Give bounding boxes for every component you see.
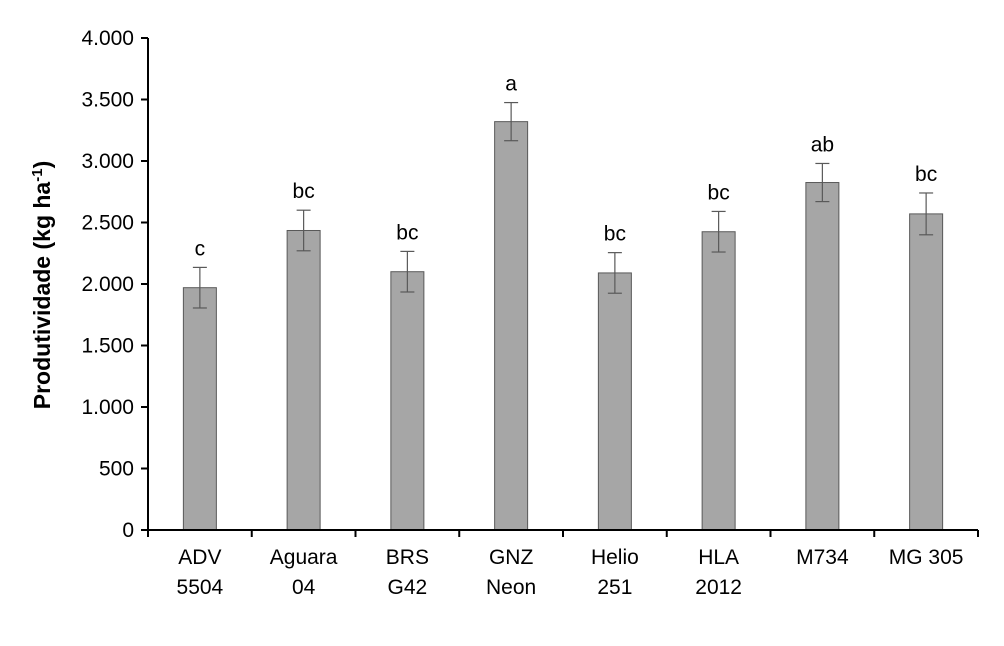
bar bbox=[805, 182, 840, 531]
bar bbox=[182, 287, 217, 531]
x-axis-category-labels: ADV 5504 Aguara 04 BRS G42 GNZ Neon Helio 251 HLA 2… bbox=[177, 546, 964, 599]
y-axis-title-superscript: -1 bbox=[29, 168, 46, 181]
y-axis-title: Produtividade (kg ha-1) bbox=[29, 161, 56, 410]
significance-labels: c bc bc a bc bc ab bc bbox=[195, 73, 938, 261]
bar bbox=[597, 272, 632, 531]
y-axis-title-main: Produtividade (kg ha bbox=[29, 182, 55, 410]
bar bbox=[390, 271, 425, 531]
category-label: BRS G42 bbox=[386, 546, 429, 599]
category-label-line: M734 bbox=[796, 546, 849, 569]
category-label-line: 5504 bbox=[177, 576, 224, 599]
category-label-line: Aguara bbox=[270, 546, 338, 569]
bars-group bbox=[182, 121, 944, 531]
bar bbox=[286, 229, 321, 531]
y-tick-label: 2.000 bbox=[81, 273, 134, 296]
category-label: MG 305 bbox=[889, 546, 964, 569]
significance-letter: a bbox=[505, 73, 517, 96]
significance-letter: bc bbox=[915, 163, 937, 186]
y-tick-label: 0 bbox=[122, 519, 134, 542]
y-tick-label: 500 bbox=[99, 458, 134, 481]
category-label: Helio 251 bbox=[591, 546, 639, 599]
significance-letter: c bbox=[195, 237, 206, 260]
significance-letter: bc bbox=[293, 180, 315, 203]
significance-letter: bc bbox=[708, 181, 730, 204]
y-axis-title-close: ) bbox=[29, 161, 55, 169]
significance-letter: bc bbox=[396, 221, 418, 244]
category-label-line: HLA bbox=[698, 546, 739, 569]
y-tick-label: 1.000 bbox=[81, 396, 134, 419]
category-label-line: Helio bbox=[591, 546, 639, 569]
category-label: HLA 2012 bbox=[695, 546, 742, 599]
category-label-line: MG 305 bbox=[889, 546, 964, 569]
category-label-line: G42 bbox=[388, 576, 428, 599]
bar bbox=[494, 121, 529, 531]
category-label-line: GNZ bbox=[489, 546, 534, 569]
bar bbox=[909, 213, 944, 531]
significance-letter: ab bbox=[811, 133, 834, 156]
category-label-line: 04 bbox=[292, 576, 316, 599]
y-axis-ticks: 0 500 1.000 1.500 2.000 2.500 3.000 3.500 4.000 bbox=[81, 27, 979, 542]
category-label: M734 bbox=[796, 546, 849, 569]
category-label-line: Neon bbox=[486, 576, 536, 599]
category-label-line: 251 bbox=[597, 576, 632, 599]
y-tick-label: 1.500 bbox=[81, 335, 134, 358]
error-bars-group bbox=[192, 101, 934, 309]
category-label-line: ADV bbox=[178, 546, 221, 569]
y-tick-label: 3.500 bbox=[81, 89, 134, 112]
y-tick-label: 2.500 bbox=[81, 212, 134, 235]
category-label: GNZ Neon bbox=[486, 546, 536, 599]
category-label: ADV 5504 bbox=[177, 546, 224, 599]
category-label: Aguara 04 bbox=[270, 546, 338, 599]
significance-letter: bc bbox=[604, 223, 626, 246]
category-label-line: BRS bbox=[386, 546, 429, 569]
bar bbox=[701, 231, 736, 531]
y-tick-label: 3.000 bbox=[81, 150, 134, 173]
y-tick-label: 4.000 bbox=[81, 27, 134, 50]
category-label-line: 2012 bbox=[695, 576, 742, 599]
